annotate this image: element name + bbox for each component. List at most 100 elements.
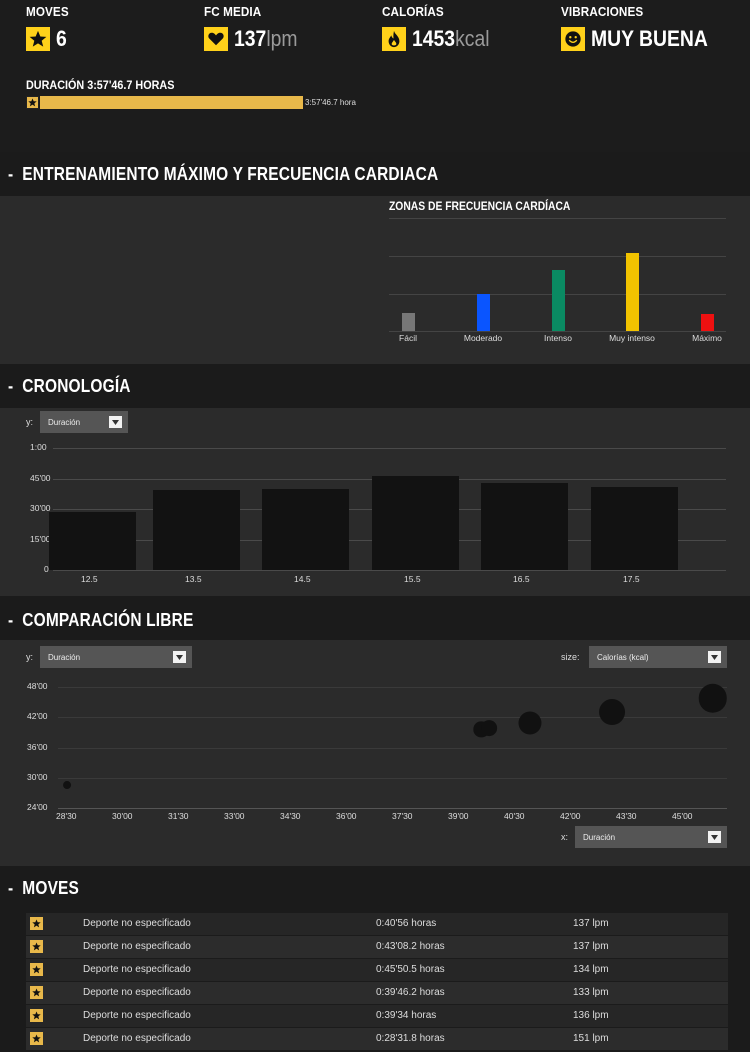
duration-bar-fill [40, 96, 303, 109]
scatter-x-tick: 42'00 [560, 811, 581, 821]
zones-chart-title: ZONAS DE FRECUENCIA CARDÍACA [389, 199, 571, 213]
timeline-bar [49, 512, 136, 570]
feeling-stat: VIBRACIONES MUY BUENA [561, 4, 708, 51]
chevron-down-icon [708, 651, 721, 663]
flame-icon [382, 27, 406, 51]
timeline-section-title: - CRONOLOGÍA [8, 376, 131, 396]
scatter-y-tick: 36'00 [27, 741, 48, 752]
timeline-bar [372, 476, 459, 570]
scatter-x-tick: 31'30 [168, 811, 189, 821]
scatter-x-tick: 39'00 [448, 811, 469, 821]
hr-cell: 133 lpm [573, 987, 609, 998]
zone-bar [401, 312, 415, 331]
scatter-x-tick: 36'00 [336, 811, 357, 821]
timeline-grid-line [53, 448, 726, 449]
scatter-y-tick: 48'00 [27, 681, 48, 692]
moves-stat: MOVES 6 [26, 4, 73, 51]
comparison-size-select[interactable]: Calorías (kcal) [589, 646, 727, 668]
moves-table-row[interactable]: Deporte no especificado 0:40'56 horas 137 … [26, 913, 728, 935]
hr-cell: 151 lpm [573, 1033, 609, 1044]
smiley-icon [561, 27, 585, 51]
calories-label: CALORÍAS [382, 4, 444, 19]
hr-label: FC MEDIA [204, 4, 262, 19]
scatter-grid-line [58, 717, 727, 719]
star-icon [30, 963, 43, 976]
timeline-y-tick: 1:00 [30, 442, 47, 452]
timeline-y-select-value: Duración [48, 417, 81, 427]
star-icon [26, 96, 39, 109]
timeline-bar [262, 488, 349, 570]
zones-grid-line [389, 331, 726, 332]
scatter-x-tick: 33'00 [224, 811, 245, 821]
sport-cell: Deporte no especificado [83, 964, 191, 975]
star-icon [30, 1009, 43, 1022]
hr-cell: 137 lpm [573, 941, 609, 952]
zone-label: Moderado [463, 333, 503, 343]
timeline-y-tick: 45'00 [30, 472, 51, 483]
sport-cell: Deporte no especificado [83, 941, 191, 952]
chevron-down-icon [708, 831, 721, 843]
sport-cell: Deporte no especificado [83, 918, 191, 929]
timeline-y-select[interactable]: Duración [40, 411, 128, 433]
sport-cell: Deporte no especificado [83, 1033, 191, 1044]
sport-cell: Deporte no especificado [83, 1010, 191, 1021]
star-icon [30, 940, 43, 953]
timeline-y-axis-label: y: [26, 417, 34, 427]
timeline-x-tick: 17.5 [623, 574, 640, 584]
feeling-label: VIBRACIONES [561, 4, 644, 19]
comparison-y-select-value: Duración [48, 652, 81, 662]
moves-label: MOVES [26, 4, 69, 19]
comparison-size-label: size: [561, 652, 580, 662]
comparison-x-select[interactable]: Duración [575, 826, 727, 848]
scatter-point [63, 781, 71, 790]
timeline-grid-line [53, 570, 726, 571]
zone-bar [700, 314, 714, 331]
hr-value: 137 [234, 26, 267, 51]
moves-table-row[interactable]: Deporte no especificado 0:28'31.8 horas 15… [26, 1028, 728, 1050]
zone-label: Fácil [399, 333, 417, 343]
duration-bar: 3:57'46.7 hora [26, 96, 356, 109]
duration-cell: 0:40'56 horas [376, 918, 437, 929]
moves-table-row[interactable]: Deporte no especificado 0:39'46.2 horas 13… [26, 982, 728, 1004]
duration-cell: 0:39'46.2 horas [376, 987, 445, 998]
moves-value: 6 [56, 26, 67, 51]
timeline-x-tick: 12.5 [81, 574, 98, 584]
moves-table-row[interactable]: Deporte no especificado 0:39'34 horas 136 … [26, 1005, 728, 1027]
timeline-bar [591, 486, 678, 570]
star-icon [30, 917, 43, 930]
scatter-point [518, 711, 542, 735]
duration-cell: 0:43'08.2 horas [376, 941, 445, 952]
zones-grid-line [389, 218, 726, 219]
zone-label: Máximo [692, 333, 722, 343]
star-icon [30, 986, 43, 999]
scatter-x-tick: 37'30 [392, 811, 413, 821]
zone-label: Muy intenso [609, 333, 655, 343]
timeline-y-tick: 30'00 [30, 503, 51, 513]
scatter-grid-line [58, 777, 727, 779]
timeline-section-header: - CRONOLOGÍA [0, 364, 750, 408]
scatter-x-tick: 40'30 [504, 811, 525, 821]
comparison-y-select[interactable]: Duración [40, 646, 192, 668]
training-section-header: - ENTRENAMIENTO MÁXIMO Y FRECUENCIA CARD… [0, 152, 750, 196]
timeline-x-tick: 14.5 [294, 574, 311, 584]
calories-unit: kcal [455, 26, 490, 51]
scatter-grid-line [58, 687, 727, 689]
scatter-y-tick: 30'00 [27, 771, 48, 782]
timeline-bar [153, 489, 240, 570]
moves-table-row[interactable]: Deporte no especificado 0:43'08.2 horas 13… [26, 936, 728, 958]
zone-bar [551, 269, 565, 331]
scatter-y-tick: 42'00 [27, 711, 48, 722]
training-section-title: - ENTRENAMIENTO MÁXIMO Y FRECUENCIA CARD… [8, 164, 439, 184]
hr-cell: 137 lpm [573, 918, 609, 929]
duration-bar-text: 3:57'46.7 hora [305, 98, 356, 107]
hr-cell: 136 lpm [573, 1010, 609, 1021]
duration-label: DURACIÓN 3:57'46.7 HORAS [26, 78, 175, 92]
duration-cell: 0:28'31.8 horas [376, 1033, 445, 1044]
scatter-x-tick: 30'00 [112, 811, 133, 821]
hr-stat: FC MEDIA 137lpm [204, 4, 298, 51]
timeline-x-tick: 16.5 [513, 574, 530, 584]
heart-icon [204, 27, 228, 51]
comparison-x-axis-label: x: [561, 832, 569, 842]
moves-table-row[interactable]: Deporte no especificado 0:45'50.5 horas 13… [26, 959, 728, 981]
chevron-down-icon [109, 416, 122, 428]
